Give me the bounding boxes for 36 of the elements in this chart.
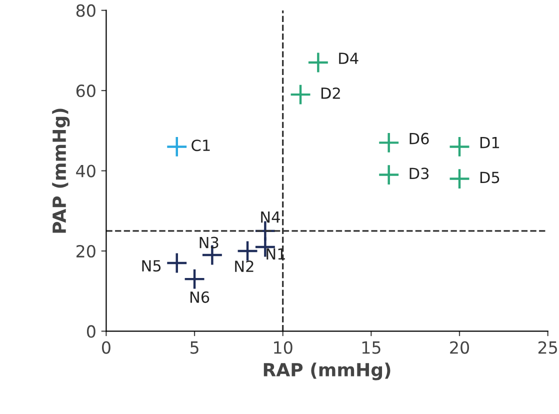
- point: [378, 164, 400, 186]
- annotation: N4: [261, 212, 280, 223]
- annotation: N3: [200, 236, 218, 248]
- y-tick-label: 40: [76, 164, 96, 178]
- x-axis-title: RAP (mmHg): [264, 362, 390, 380]
- annotation: N2: [235, 260, 254, 272]
- point: [236, 240, 258, 262]
- point: [378, 132, 400, 154]
- point: [290, 84, 312, 106]
- y-tick-label: 0: [86, 325, 96, 338]
- point: [307, 52, 330, 74]
- annotation: D1: [480, 137, 500, 148]
- y-tick-label: 60: [76, 84, 96, 98]
- point: [448, 168, 470, 190]
- point: [166, 136, 188, 158]
- annotation: D5: [480, 172, 500, 184]
- annotation: D2: [321, 87, 340, 99]
- annotation: D6: [410, 132, 429, 144]
- x-tick-label: 25: [538, 341, 557, 354]
- y-tick-label: 80: [76, 4, 96, 17]
- y-tick-label: 20: [76, 244, 96, 258]
- y-axis-title: PAP (mmHg): [52, 108, 70, 233]
- point: [184, 268, 206, 290]
- point: [166, 252, 188, 274]
- annotation: N6: [190, 291, 210, 303]
- x-tick-label: 5: [190, 341, 198, 354]
- x-tick-label: 10: [274, 341, 292, 354]
- x-tick-label: 0: [102, 341, 110, 354]
- annotation: N1: [266, 248, 285, 260]
- annotation: D4: [339, 52, 358, 64]
- point: [448, 136, 470, 158]
- x-tick-label: 20: [450, 341, 469, 354]
- annotation: D3: [410, 168, 429, 180]
- annotation: C1: [192, 140, 210, 152]
- annotation: N5: [142, 260, 161, 272]
- x-tick-label: 15: [362, 341, 380, 354]
